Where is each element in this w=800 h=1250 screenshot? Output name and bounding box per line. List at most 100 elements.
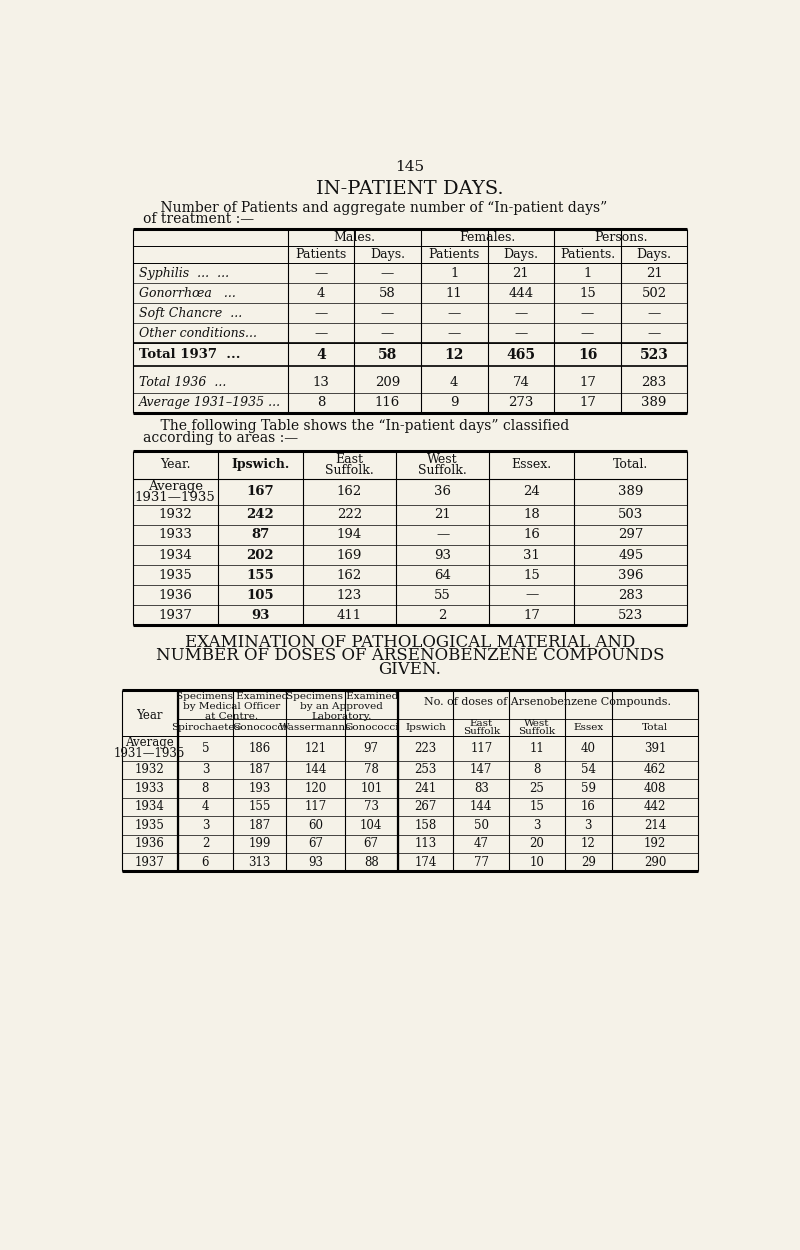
Text: 40: 40 — [581, 741, 596, 755]
Text: 16: 16 — [523, 529, 540, 541]
Text: 1934: 1934 — [158, 549, 192, 561]
Text: 113: 113 — [414, 838, 437, 850]
Text: 74: 74 — [512, 376, 530, 389]
Text: 58: 58 — [379, 286, 396, 300]
Text: 495: 495 — [618, 549, 643, 561]
Text: 11: 11 — [530, 741, 545, 755]
Text: 1936: 1936 — [134, 838, 165, 850]
Text: 209: 209 — [375, 376, 400, 389]
Text: —: — — [436, 529, 449, 541]
Text: 8: 8 — [534, 764, 541, 776]
Text: 199: 199 — [249, 838, 271, 850]
Text: 24: 24 — [523, 485, 540, 499]
Text: Ipswich: Ipswich — [405, 722, 446, 732]
Text: IN-PATIENT DAYS.: IN-PATIENT DAYS. — [316, 180, 504, 198]
Text: 117: 117 — [470, 741, 493, 755]
Text: —: — — [514, 306, 527, 320]
Text: Total 1936  ...: Total 1936 ... — [138, 376, 226, 389]
Text: 88: 88 — [364, 856, 378, 869]
Text: 6: 6 — [202, 856, 209, 869]
Text: West: West — [427, 452, 458, 466]
Text: Total 1937  ...: Total 1937 ... — [138, 349, 240, 361]
Text: GIVEN.: GIVEN. — [378, 661, 442, 679]
Text: 31: 31 — [523, 549, 540, 561]
Text: 187: 187 — [249, 764, 270, 776]
Text: 2: 2 — [438, 609, 446, 621]
Text: 93: 93 — [434, 549, 451, 561]
Text: 123: 123 — [337, 589, 362, 601]
Text: 192: 192 — [644, 838, 666, 850]
Text: —: — — [647, 306, 661, 320]
Text: 59: 59 — [581, 781, 596, 795]
Text: at Centre.: at Centre. — [205, 712, 258, 721]
Text: 12: 12 — [581, 838, 596, 850]
Text: No. of doses of Arsenobenzene Compounds.: No. of doses of Arsenobenzene Compounds. — [425, 698, 671, 708]
Text: —: — — [314, 326, 327, 340]
Text: 3: 3 — [534, 819, 541, 831]
Text: 87: 87 — [251, 529, 270, 541]
Text: 117: 117 — [304, 800, 326, 814]
Text: 442: 442 — [644, 800, 666, 814]
Text: 4: 4 — [317, 286, 325, 300]
Text: Specimens Examined: Specimens Examined — [176, 693, 288, 701]
Text: 465: 465 — [506, 348, 535, 361]
Text: Patients.: Patients. — [560, 249, 615, 261]
Text: —: — — [525, 589, 538, 601]
Text: —: — — [314, 266, 327, 280]
Text: 396: 396 — [618, 569, 644, 581]
Text: 25: 25 — [530, 781, 545, 795]
Text: 4: 4 — [450, 376, 458, 389]
Text: 3: 3 — [585, 819, 592, 831]
Text: 83: 83 — [474, 781, 489, 795]
Text: 105: 105 — [246, 589, 274, 601]
Text: 223: 223 — [414, 741, 437, 755]
Text: 50: 50 — [474, 819, 489, 831]
Text: 11: 11 — [446, 286, 462, 300]
Text: 214: 214 — [644, 819, 666, 831]
Text: —: — — [314, 306, 327, 320]
Text: —: — — [381, 306, 394, 320]
Text: 1931—1935: 1931—1935 — [134, 491, 215, 504]
Text: 8: 8 — [317, 396, 325, 409]
Text: Total.: Total. — [614, 459, 649, 471]
Text: 502: 502 — [642, 286, 666, 300]
Text: Specimens Examined: Specimens Examined — [286, 693, 398, 701]
Text: 155: 155 — [249, 800, 271, 814]
Text: 1935: 1935 — [134, 819, 165, 831]
Text: Syphilis  ...  ...: Syphilis ... ... — [138, 266, 229, 280]
Text: 29: 29 — [581, 856, 596, 869]
Text: 4: 4 — [316, 348, 326, 361]
Text: 67: 67 — [364, 838, 378, 850]
Text: 3: 3 — [202, 764, 209, 776]
Text: Suffolk: Suffolk — [462, 726, 500, 736]
Text: Soft Chancre  ...: Soft Chancre ... — [138, 306, 242, 320]
Text: 193: 193 — [249, 781, 271, 795]
Text: 290: 290 — [644, 856, 666, 869]
Text: NUMBER OF DOSES OF ARSENOBENZENE COMPOUNDS: NUMBER OF DOSES OF ARSENOBENZENE COMPOUN… — [156, 648, 664, 665]
Text: Males.: Males. — [334, 231, 375, 244]
Text: 462: 462 — [644, 764, 666, 776]
Text: according to areas :—: according to areas :— — [142, 431, 298, 445]
Text: Suffolk: Suffolk — [518, 726, 556, 736]
Text: 283: 283 — [618, 589, 643, 601]
Text: 121: 121 — [304, 741, 326, 755]
Text: 55: 55 — [434, 589, 451, 601]
Text: —: — — [581, 326, 594, 340]
Text: 1: 1 — [450, 266, 458, 280]
Text: 1936: 1936 — [158, 589, 192, 601]
Text: 78: 78 — [364, 764, 378, 776]
Text: Year.: Year. — [160, 459, 190, 471]
Text: 202: 202 — [246, 549, 274, 561]
Text: 9: 9 — [450, 396, 458, 409]
Text: 5: 5 — [202, 741, 209, 755]
Text: 503: 503 — [618, 509, 643, 521]
Text: East: East — [335, 452, 363, 466]
Text: 10: 10 — [530, 856, 545, 869]
Text: 523: 523 — [640, 348, 669, 361]
Text: 12: 12 — [445, 348, 464, 361]
Text: Essex.: Essex. — [512, 459, 552, 471]
Text: 36: 36 — [434, 485, 451, 499]
Text: 253: 253 — [414, 764, 437, 776]
Text: 54: 54 — [581, 764, 596, 776]
Text: 116: 116 — [375, 396, 400, 409]
